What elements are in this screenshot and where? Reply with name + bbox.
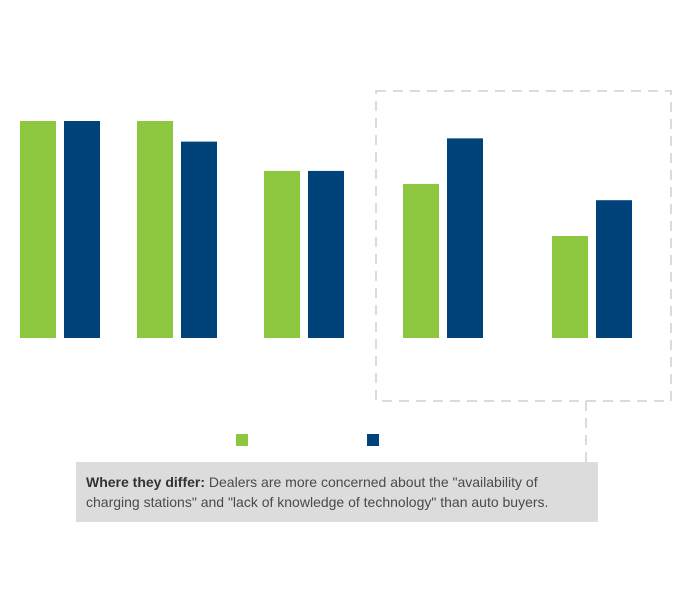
bar-series-2-category-4 [447,138,483,338]
highlight-box [375,90,672,402]
bar-series-2-category-2 [181,141,217,338]
callout-text: Dealers are more concerned about the "av… [86,474,549,510]
bar-series-1-category-4 [403,183,439,338]
bar-series-2-category-3 [308,170,344,338]
bar-series-2-category-1 [64,121,100,338]
legend-swatch-series-2 [367,434,379,446]
bar-series-1-category-2 [137,121,173,338]
callout-note: Where they differ: Dealers are more conc… [76,462,598,522]
legend-swatch-series-1 [236,434,248,446]
bars-group [20,121,632,338]
bar-series-1-category-1 [20,121,56,338]
bar-series-1-category-3 [264,170,300,338]
callout-label: Where they differ: [86,474,206,490]
bar-series-2-category-5 [596,200,632,338]
legend [236,434,379,446]
bar-series-1-category-5 [552,236,588,338]
